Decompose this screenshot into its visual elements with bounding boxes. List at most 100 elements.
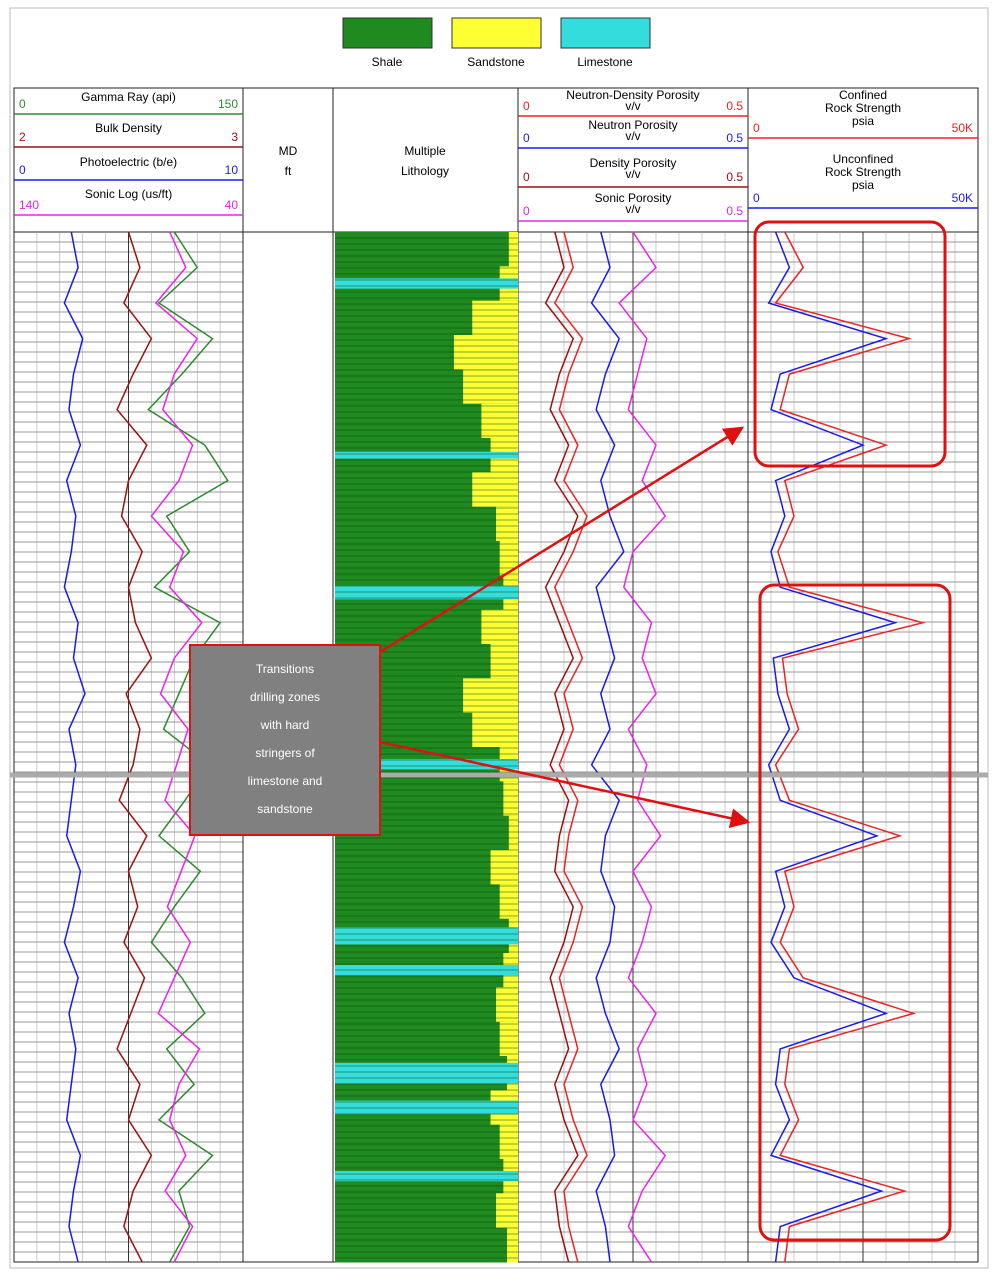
curve-name: Photoelectric (b/e) [80,155,177,169]
scale-min: 0 [19,97,26,111]
scale-max: 10 [225,163,239,177]
curve-name: Neutron-Density Porosity [566,88,699,102]
highlight-box [753,220,947,468]
annotation-text: stringers of [255,746,315,760]
limestone-fill [335,759,518,770]
limestone-fill [335,278,518,289]
sandstone-fill [463,369,518,405]
shale-fill [335,1124,518,1160]
sandstone-fill [499,884,518,920]
curve-name: Gamma Ray (api) [81,90,176,104]
scale-max: 3 [231,130,238,144]
sandstone-fill [463,678,518,714]
shale-fill [335,1021,518,1057]
log-curve [147,231,229,1263]
scale-min: 0 [753,191,760,205]
arrow [379,740,751,829]
annotation-text: limestone and [248,774,323,788]
shale-fill [335,541,518,576]
shale-fill [335,506,518,542]
scale-min: 0 [523,99,530,113]
annotation-text: sandstone [257,802,313,816]
content: Shale Sandstone Limestone MD ft Multiple Litho… [10,17,988,1263]
scale-min: 0 [523,131,530,145]
annotation-text: Transitions [256,662,314,676]
curve-unit: v/v [625,129,640,143]
scale-min: 0 [753,121,760,135]
legend-swatch [342,17,433,49]
limestone-fill [335,585,518,600]
scale-max: 0.5 [726,99,743,113]
curve-name: Sonic Log (us/ft) [85,187,172,201]
scale-max: 0.5 [726,131,743,145]
md-unit: ft [285,164,292,178]
log-curve [618,231,667,1263]
shale-fill [335,884,518,920]
legend-swatch [451,17,542,49]
sandstone-fill [507,1227,518,1263]
legend-label: Sandstone [467,55,525,69]
limestone-fill [335,927,518,945]
highlight-box [758,583,952,1242]
scale-min: 0 [523,204,530,218]
log-curve [150,231,203,1263]
legend-label: Limestone [577,55,633,69]
sandstone-fill [481,609,518,645]
curve-unit: psia [852,114,874,128]
curve-name: Bulk Density [95,121,162,135]
curve-unit: v/v [625,167,640,181]
limestone-fill [335,451,518,459]
shale-fill [335,1227,518,1263]
scale-max: 150 [218,97,238,111]
curve-unit: psia [852,178,874,192]
scale-max: 0.5 [726,204,743,218]
curve-name: Neutron Porosity [588,118,677,132]
log-curve [590,231,625,1263]
curve-unit: v/v [625,202,640,216]
limestone-fill [335,1062,518,1084]
md-label: MD [279,144,298,158]
scale-max: 0.5 [726,170,743,184]
shale-fill [335,1193,518,1229]
legend-label: Shale [372,55,403,69]
sandstone-fill [499,1124,518,1160]
log-curve [767,231,898,1263]
curve-name: Density Porosity [590,156,677,170]
limestone-fill [335,1100,518,1115]
scale-max: 40 [225,198,239,212]
sandstone-fill [496,987,518,1023]
limestone-fill [335,1171,518,1182]
scale-max: 50K [952,121,973,135]
curve-name: Sonic Porosity [595,191,672,205]
scale-max: 50K [952,191,973,205]
scale-min: 2 [19,130,26,144]
log-curve [116,231,153,1263]
scale-min: 0 [19,163,26,177]
arrow [379,426,745,654]
curve-name: Confined [839,88,887,102]
annotation-text: with hard [260,718,310,732]
lithology-label: Lithology [401,164,449,178]
legend-swatch [560,17,651,49]
sandstone-fill [499,541,518,576]
lithology-label: Multiple [404,144,446,158]
sandstone-fill [499,1021,518,1057]
log-curve [553,231,588,1263]
scale-min: 140 [19,198,39,212]
shale-fill [335,232,518,267]
sandstone-fill [508,232,518,267]
sandstone-fill [496,1193,518,1229]
annotation-box [189,644,381,836]
sandstone-fill [508,815,518,851]
shale-fill [335,987,518,1023]
log-curve [63,231,86,1263]
log-curve [774,231,926,1263]
curve-name: Rock Strength [825,101,901,115]
sandstone-fill [490,850,518,885]
sandstone-fill [472,300,518,336]
sandstone-fill [496,506,518,542]
scale-min: 0 [523,170,530,184]
curve-name: Rock Strength [825,165,901,179]
